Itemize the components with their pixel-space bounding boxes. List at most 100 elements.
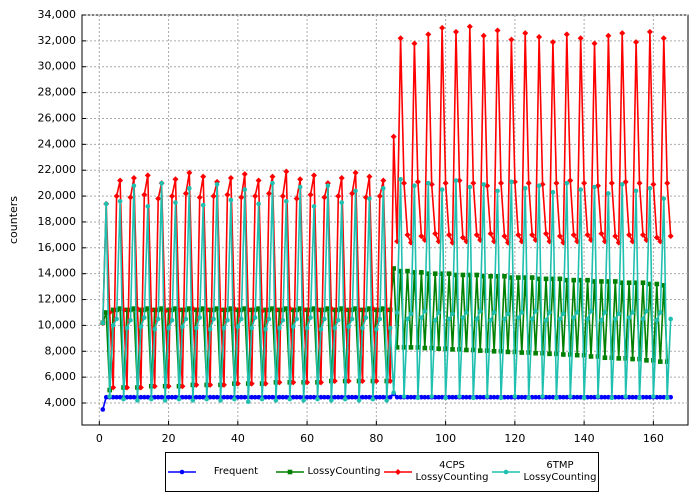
marker	[304, 325, 310, 331]
marker	[142, 394, 147, 400]
marker	[636, 180, 643, 187]
marker	[460, 394, 466, 400]
marker	[266, 316, 272, 322]
marker	[616, 394, 622, 400]
y-tick-label: 20,000	[38, 189, 77, 202]
marker	[349, 394, 355, 400]
marker	[374, 326, 379, 332]
marker	[270, 180, 275, 186]
marker	[318, 326, 324, 332]
marker	[159, 394, 164, 400]
marker	[547, 310, 552, 315]
marker	[279, 193, 286, 200]
marker	[464, 347, 469, 353]
marker	[148, 396, 154, 402]
y-tick-label: 22,000	[38, 163, 77, 176]
marker	[491, 348, 497, 354]
marker	[519, 310, 525, 315]
marker	[207, 381, 214, 388]
marker	[311, 204, 317, 209]
marker	[446, 394, 452, 400]
marker	[145, 306, 151, 311]
marker	[606, 394, 611, 400]
marker	[557, 394, 563, 400]
marker	[266, 394, 272, 400]
marker	[269, 173, 276, 180]
marker	[249, 307, 254, 313]
marker	[304, 307, 310, 313]
marker	[640, 394, 646, 400]
marker	[464, 310, 469, 315]
x-tick-label: 80	[369, 432, 383, 445]
marker	[363, 394, 369, 400]
marker	[366, 173, 373, 180]
marker	[117, 198, 123, 204]
marker	[578, 187, 583, 192]
marker	[495, 188, 500, 194]
marker	[574, 310, 580, 315]
marker	[249, 325, 254, 331]
marker	[380, 306, 386, 311]
marker	[387, 325, 393, 331]
marker	[626, 315, 632, 320]
marker	[574, 352, 580, 358]
marker	[124, 394, 130, 400]
legend-item: LossyCounting	[274, 466, 382, 478]
marker	[654, 317, 660, 323]
marker	[606, 279, 611, 284]
marker	[450, 311, 455, 317]
marker	[480, 32, 487, 39]
marker	[287, 396, 293, 402]
marker	[211, 394, 216, 400]
marker	[647, 281, 653, 287]
marker	[363, 315, 369, 320]
marker	[626, 231, 633, 238]
marker	[554, 395, 559, 401]
marker	[339, 200, 345, 205]
marker	[405, 316, 410, 322]
marker	[439, 394, 445, 400]
marker	[612, 233, 619, 240]
marker	[571, 315, 577, 320]
marker	[491, 310, 497, 315]
marker	[411, 40, 418, 47]
marker	[533, 350, 538, 356]
marker	[290, 307, 296, 313]
marker	[117, 177, 124, 184]
marker	[526, 395, 532, 401]
marker	[456, 177, 463, 184]
marker	[405, 268, 410, 274]
marker	[290, 379, 297, 386]
marker	[516, 394, 521, 400]
marker	[252, 193, 259, 200]
marker	[387, 378, 394, 385]
marker	[408, 394, 414, 400]
marker	[633, 188, 639, 194]
legend-label: 4CPS LossyCounting	[415, 460, 489, 483]
marker	[425, 180, 431, 186]
marker	[592, 184, 597, 190]
marker	[668, 316, 673, 322]
marker	[225, 317, 230, 323]
marker	[602, 355, 608, 361]
marker	[436, 310, 441, 315]
marker	[207, 326, 213, 332]
marker	[377, 316, 383, 322]
marker	[522, 186, 528, 191]
marker	[214, 394, 220, 400]
marker	[439, 271, 445, 276]
marker	[432, 394, 438, 400]
marker	[412, 270, 417, 275]
marker	[346, 324, 351, 330]
marker	[466, 23, 473, 30]
marker	[446, 316, 452, 322]
marker	[322, 394, 327, 400]
marker	[394, 394, 400, 400]
marker	[293, 195, 300, 202]
marker	[173, 306, 178, 311]
marker	[169, 394, 175, 400]
marker	[664, 395, 670, 401]
marker	[308, 394, 313, 400]
marker	[166, 325, 171, 331]
marker	[332, 325, 338, 331]
